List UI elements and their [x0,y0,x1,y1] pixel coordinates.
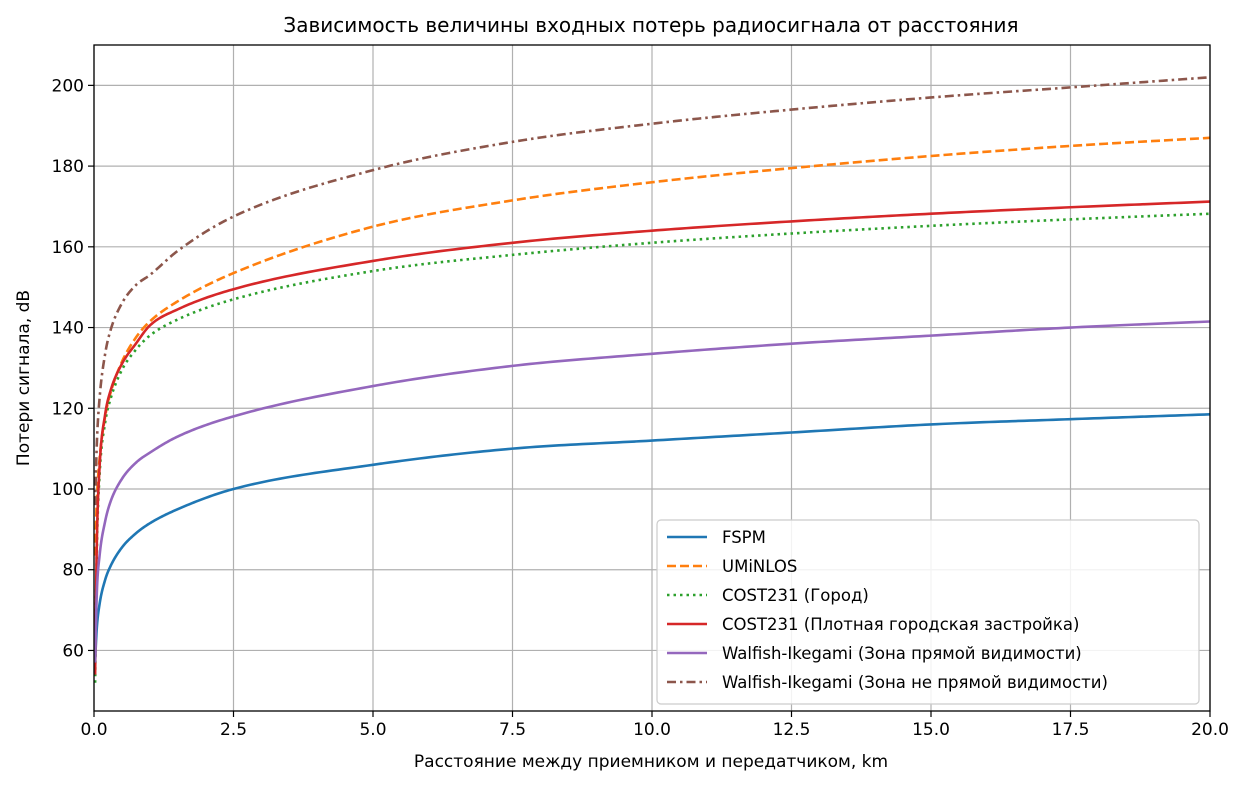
y-tick-label: 60 [62,641,84,661]
y-tick-label: 140 [52,319,84,339]
x-tick-label: 17.5 [1052,720,1090,740]
y-tick-label: 180 [52,157,84,177]
x-tick-label: 5.0 [359,720,386,740]
series-line-1 [93,136,1211,556]
x-tick-label: 7.5 [499,720,526,740]
y-tick-label: 160 [52,238,84,258]
grid [93,45,1211,711]
x-tick-label: 20.0 [1191,720,1229,740]
y-tick-label: 120 [52,399,84,419]
legend-label: COST231 (Город) [722,586,869,605]
series-line-5 [93,75,1211,506]
legend-box [656,519,1200,705]
y-axis-label: Потери сигнала, dB [14,290,34,466]
plot-frame [93,44,1211,712]
x-tick-label: 12.5 [773,720,811,740]
axis-ticks: 0.0 2.5 5.0 7.5 10.0 12.5 15.0 17.5 20.0 60 80 100 1… [52,76,1229,740]
series-line-4 [93,320,1211,663]
x-tick-label: 0.0 [80,720,107,740]
x-tick-label: 15.0 [912,720,950,740]
chart-title: Зависимость величины входных потерь ради… [283,13,1018,37]
y-tick-label: 100 [52,480,84,500]
legend-label: Walfish-Ikegami (Зона прямой видимости) [722,644,1082,663]
legend-label: UMiNLOS [722,557,797,576]
legend-label: Walfish-Ikegami (Зона не прямой видимост… [722,673,1108,692]
x-axis-label: Расстояние между приемником и передатчик… [414,752,888,772]
x-tick-label: 10.0 [633,720,671,740]
series-line-3 [93,200,1211,675]
x-tick-label: 2.5 [220,720,247,740]
series-line-0 [93,413,1211,661]
series-lines [93,75,1211,683]
legend-label: COST231 (Плотная городская застройка) [722,615,1079,634]
legend-label: FSPM [722,528,766,547]
y-tick-label: 80 [62,561,84,581]
y-tick-label: 200 [52,76,84,96]
legend: FSPM UMiNLOS COST231 (Город) COST231 (Плотн… [656,519,1200,705]
